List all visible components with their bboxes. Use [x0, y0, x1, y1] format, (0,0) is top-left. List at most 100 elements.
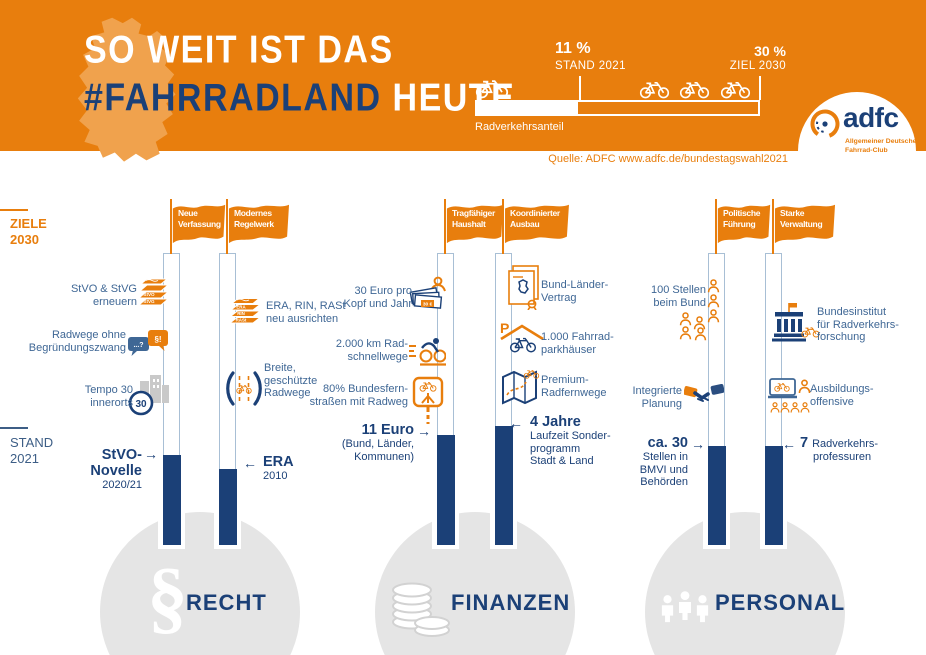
adfc-subtitle-line2: Fahrrad-Club	[845, 146, 888, 154]
status-detail: 2010	[263, 470, 288, 482]
tempo30-city-icon: 30	[128, 375, 169, 416]
goal-line: 80% Bundesfern-	[323, 383, 408, 395]
bike-icon-outline-3	[718, 80, 753, 99]
goal-flag-3: Tragfähiger Haushalt	[446, 202, 504, 245]
scale-stand-line2: 2021	[10, 450, 39, 466]
bike-icon-solid	[474, 78, 510, 99]
goal-label: Breite, geschützte Radwege	[264, 362, 317, 400]
thermometer-politische-fuehrung	[707, 253, 726, 545]
goal-label: StVO & StVG erneuern	[47, 283, 137, 308]
status-detail: professuren	[813, 451, 872, 463]
title-hashtag: #FAHRRADLAND	[84, 76, 382, 120]
flag-text: Verfassung	[178, 219, 221, 229]
goal-line: neu ausrichten	[266, 312, 339, 325]
flagpole	[715, 199, 717, 254]
route-map-icon	[502, 370, 540, 405]
goal-line: 100 Stellen	[650, 284, 706, 296]
status-label: 11 Euro (Bund, Länder, Kommunen)	[314, 422, 414, 463]
goal-label: Tempo 30 innerorts	[53, 384, 133, 409]
banknote-text: 30 €	[423, 301, 433, 307]
training-icon	[768, 378, 811, 413]
goal-label: 2.000 km Rad- schnellwege	[322, 338, 408, 363]
institute-building-icon	[772, 303, 820, 342]
goal-label: 100 Stellen beim Bund	[626, 284, 706, 309]
source-link[interactable]: Quelle: ADFC www.adfc.de/bundestagswahl2…	[548, 153, 788, 165]
goal-line: Radwege	[264, 387, 311, 399]
flag-text: Führung	[723, 219, 756, 229]
goal-line: beim Bund	[653, 296, 706, 309]
goal-label: Bundesinstitut für Radverkehrs- forschun…	[817, 306, 899, 344]
goal-line: 30 Euro pro	[354, 285, 412, 297]
scale-ziele-line1: ZIELE	[10, 216, 47, 231]
protected-bikelane-icon	[226, 371, 262, 406]
status-value: 4 Jahre	[530, 414, 581, 430]
flag-text: Tragfähiger	[452, 208, 495, 218]
goal-flag-2: Modernes Regelwerk	[228, 202, 290, 245]
goal-line: Begründungszwang	[28, 341, 126, 354]
status-value: 11 Euro	[361, 422, 414, 438]
goal-line: Vertrag	[541, 291, 577, 304]
goal-line: innerorts	[90, 396, 133, 409]
flagpole	[226, 199, 228, 254]
scale-ziele-label: ZIELE 2030	[10, 216, 47, 247]
thermometer-modernes-regelwerk	[218, 253, 237, 545]
ziele-2030-tick	[0, 209, 28, 211]
money-per-person-icon: 30 €	[409, 276, 446, 309]
goal-line: Planung	[641, 397, 682, 410]
goal-line: Bund-Länder-	[541, 279, 609, 291]
thermometer-fill	[436, 434, 455, 545]
adfc-brand: adfc	[843, 102, 899, 133]
bike-icon-outline-2	[677, 80, 712, 99]
status-arrow: →	[417, 423, 431, 439]
status-value: ca. 30	[647, 435, 688, 451]
gauge-bar-fill	[477, 102, 579, 114]
status-detail: (Bund, Länder,	[341, 438, 414, 450]
adfc-brand-subtitle: Allgemeiner Deutscher Fahrrad-Club	[845, 138, 919, 155]
fast-cyclist-icon	[409, 338, 446, 366]
goal-line: Kopf und Jahr	[343, 297, 413, 310]
gauge-ziel-label: ZIEL 2030	[729, 60, 786, 72]
goal-line: 1.000 Fahrrad-	[541, 331, 614, 343]
goal-label: Ausbildungs- offensive	[810, 383, 874, 408]
book-label: RASt	[236, 318, 247, 323]
goal-label: ERA, RIN, RASt neu ausrichten	[266, 300, 345, 325]
goal-line: Radfernwege	[541, 386, 607, 399]
status-arrow: ←	[509, 415, 523, 431]
gauge-axis-label: Radverkehrsanteil	[475, 121, 564, 133]
status-detail: Radverkehrs-	[812, 438, 879, 450]
thermometer-fill	[707, 446, 726, 545]
flagpole	[502, 199, 504, 254]
goal-line: Premium-	[541, 374, 589, 386]
status-arrow: ←	[243, 455, 257, 471]
coins-icon	[392, 582, 450, 637]
gauge-bar	[475, 100, 760, 116]
goal-line: Breite,	[264, 362, 296, 374]
flag-text: Haushalt	[452, 219, 486, 229]
goal-flag-5: Politische Führung	[717, 202, 771, 245]
page-title-line2: #FAHRRADLAND HEUTE	[84, 76, 515, 121]
status-detail: Laufzeit Sonder-	[530, 430, 611, 442]
paragraph-icon: §	[147, 551, 188, 642]
goal-line: erneuern	[92, 295, 137, 308]
section-circle-recht	[100, 512, 300, 655]
handshake-icon	[684, 384, 724, 402]
status-arrow: ←	[782, 436, 796, 452]
status-label: StVO- Novelle 2020/21	[42, 447, 142, 492]
stand-2021-tick	[0, 427, 28, 429]
book-label: ERA	[236, 305, 246, 310]
status-label: ca. 30 Stellen in BMVI und Behörden	[598, 435, 688, 489]
status-detail: Behörden	[640, 476, 688, 488]
rulebooks-icon: ERA RIN RASt	[228, 298, 262, 324]
gauge-stand-label: STAND 2021	[555, 60, 626, 72]
status-label: 4 Jahre Laufzeit Sonder- programm Stadt …	[530, 414, 611, 468]
flag-text: Regelwerk	[234, 219, 274, 229]
status-label: 7 Radverkehrs- professuren	[800, 435, 878, 464]
status-detail: Stellen in	[642, 451, 688, 463]
parking-letter: P	[500, 320, 509, 336]
flag-text: Modernes	[234, 208, 272, 218]
bike-icon-outline-1	[637, 80, 672, 99]
goal-label: Premium- Radfernwege	[541, 374, 606, 399]
section-label-personal: PERSONAL	[715, 590, 846, 615]
goal-label: Radwege ohne Begründungszwang	[22, 329, 126, 354]
goal-line: Tempo 30	[84, 384, 133, 396]
